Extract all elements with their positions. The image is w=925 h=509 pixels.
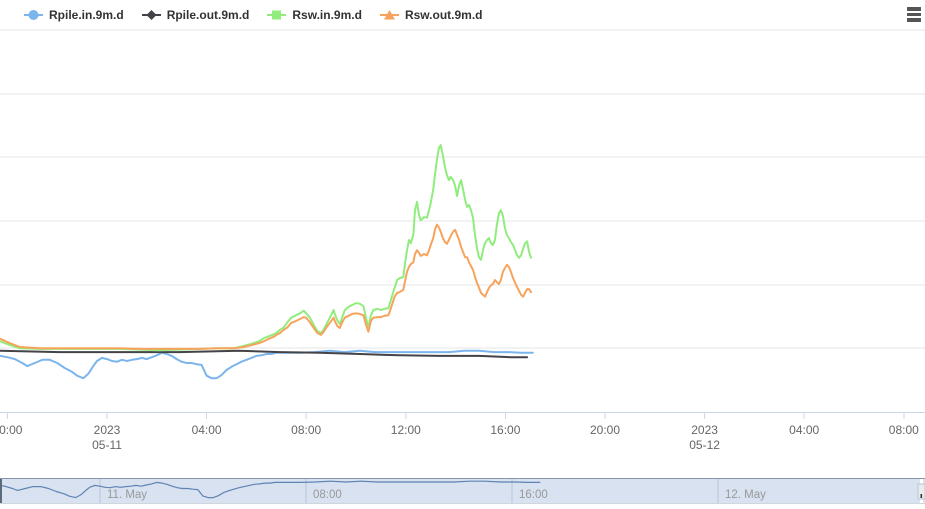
x-axis-label: 04:00 [789,423,819,437]
x-axis-label: 2023 [94,423,121,437]
x-axis-label: 12:00 [391,423,421,437]
navigator-axis-label: 16:00 [519,489,548,501]
legend-item-label: Rpile.in.9m.d [49,8,124,22]
series-line-Rsw-in-9m-d[interactable] [0,144,532,352]
square-marker-icon [267,10,287,20]
navigator-right-handle[interactable] [917,483,925,500]
legend: Rpile.in.9m.d Rpile.out.9m.d Rsw.in.9m.d Rs… [0,0,483,30]
legend-item-Rsw-in-9m-d[interactable]: Rsw.in.9m.d [267,8,362,22]
x-axis-label-date: 05-12 [689,438,720,452]
series-line-Rsw-out-9m-d[interactable] [0,223,532,350]
hamburger-icon [907,7,921,22]
legend-item-Rpile-in-9m-d[interactable]: Rpile.in.9m.d [24,8,124,22]
series-line-Rpile-in-9m-d[interactable] [0,349,534,380]
x-axis-label: 04:00 [192,423,222,437]
legend-item-label: Rsw.out.9m.d [404,8,483,22]
navigator-axis-label: 12. May [725,489,766,501]
navigator-axis-label: 11. May [107,489,147,501]
x-axis-label: 08:00 [889,423,919,437]
x-axis-label: 16:00 [490,423,520,437]
legend-item-Rpile-out-9m-d[interactable]: Rpile.out.9m.d [141,8,250,22]
x-axis-label-date: 05-11 [92,438,122,452]
x-axis-label: 2023 [691,423,718,437]
legend-item-label: Rpile.out.9m.d [166,8,250,22]
navigator-series-line [0,480,541,499]
diamond-marker-icon [141,10,161,20]
legend-item-label: Rsw.in.9m.d [292,8,362,22]
legend-item-Rsw-out-9m-d[interactable]: Rsw.out.9m.d [379,8,483,22]
triangle-marker-icon [379,10,399,20]
navigator-right-handle-grip [920,494,923,498]
context-menu-button[interactable] [907,7,921,22]
x-axis-label: 20:00 [590,423,620,437]
x-axis-label: 20:00 [0,423,23,437]
x-axis-label: 08:00 [291,423,321,437]
navigator-axis-label: 08:00 [313,489,342,501]
series-line-Rpile-out-9m-d[interactable] [0,349,529,359]
circle-marker-icon [24,10,43,20]
